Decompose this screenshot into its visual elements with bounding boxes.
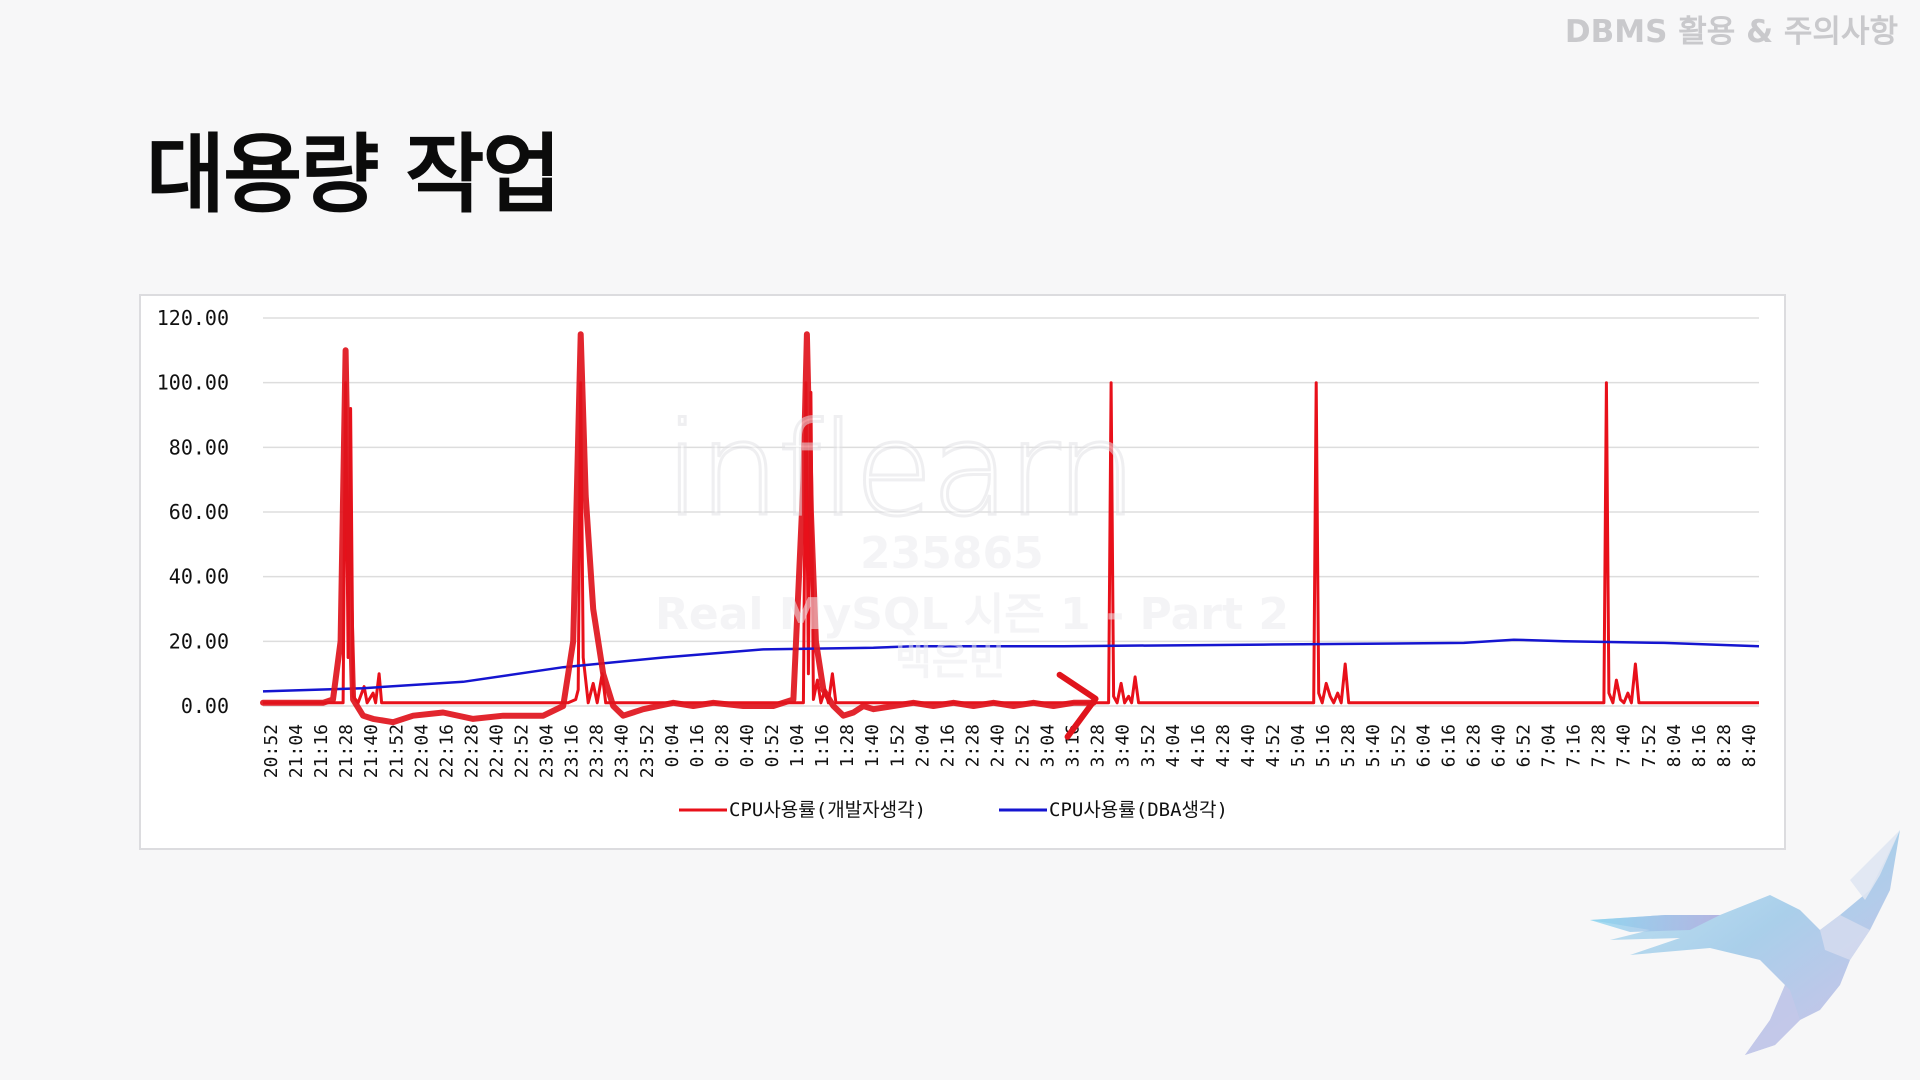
x-tick-label: 4:52 [1263,724,1284,767]
x-tick-label: 7:28 [1589,724,1610,767]
x-tick-label: 7:04 [1539,724,1560,767]
x-tick-label: 3:28 [1088,724,1109,767]
x-tick-label: 4:04 [1163,724,1184,767]
x-tick-label: 23:52 [637,724,658,778]
x-tick-label: 8:28 [1714,724,1735,767]
x-tick-label: 21:40 [361,724,382,778]
x-tick-label: 0:04 [662,724,683,767]
chart-legend: CPU사용률(개발자생각) CPU사용률(DBA생각) [679,799,1228,821]
eagle-icon [1590,830,1900,1055]
x-tick-label: 21:04 [286,724,307,778]
y-axis-ticks: 0.00 20.00 40.00 60.00 80.00 100.00 120.00 [157,306,229,718]
x-tick-label: 1:04 [787,724,808,767]
x-tick-label: 22:40 [486,724,507,778]
x-tick-label: 1:52 [887,724,908,767]
x-tick-label: 4:28 [1213,724,1234,767]
x-tick-label: 2:40 [987,724,1008,767]
y-tick-label: 40.00 [169,565,229,589]
x-tick-label: 22:04 [411,724,432,778]
x-tick-label: 2:16 [937,724,958,767]
x-tick-label: 6:52 [1514,724,1535,767]
chart-frame [139,294,1786,850]
x-tick-label: 1:40 [862,724,883,767]
x-tick-label: 23:28 [587,724,608,778]
x-tick-label: 23:16 [562,724,583,778]
x-tick-label: 22:28 [461,724,482,778]
x-tick-label: 5:28 [1338,724,1359,767]
x-tick-label: 8:04 [1664,724,1685,767]
annotation-arrowhead [1056,671,1099,740]
x-tick-label: 7:52 [1639,724,1660,767]
x-tick-label: 6:40 [1488,724,1509,767]
x-tick-label: 8:40 [1739,724,1760,767]
x-tick-label: 2:04 [912,724,933,767]
y-tick-label: 100.00 [157,371,229,395]
hand-drawn-annotation [260,331,1099,740]
x-tick-label: 6:04 [1413,724,1434,767]
y-tick-label: 120.00 [157,306,229,330]
x-tick-label: 4:16 [1188,724,1209,767]
x-tick-label: 7:40 [1614,724,1635,767]
legend-label: CPU사용률(DBA생각) [1049,799,1228,821]
x-tick-label: 8:16 [1689,724,1710,767]
x-tick-label: 5:04 [1288,724,1309,767]
x-tick-label: 23:40 [612,724,633,778]
x-tick-label: 0:40 [737,724,758,767]
x-tick-label: 3:04 [1038,724,1059,767]
slide-title: 대용량 작업 [146,125,562,225]
x-tick-label: 0:28 [712,724,733,767]
slide-section-tag: DBMS 활용 & 주의사항 [1564,14,1898,50]
x-tick-label: 5:40 [1363,724,1384,767]
x-tick-label: 21:52 [386,724,407,778]
x-tick-label: 0:52 [762,724,783,767]
x-tick-label: 22:16 [436,724,457,778]
y-tick-label: 20.00 [169,629,229,653]
x-tick-label: 1:28 [837,724,858,767]
x-tick-label: 21:16 [311,724,332,778]
x-tick-label: 6:28 [1463,724,1484,767]
chart-gridlines [263,317,1759,707]
x-tick-label: 3:40 [1113,724,1134,767]
x-tick-label: 1:16 [812,724,833,767]
x-tick-label: 0:16 [687,724,708,767]
x-tick-label: 7:16 [1564,724,1585,767]
cpu-usage-line-chart: 0.00 20.00 40.00 60.00 80.00 100.00 120.00 20:… [157,306,1760,821]
y-tick-label: 0.00 [181,694,229,718]
x-tick-label: 5:16 [1313,724,1334,767]
x-tick-label: 2:52 [1013,724,1034,767]
x-tick-label: 23:04 [537,724,558,778]
x-tick-label: 2:28 [962,724,983,767]
x-tick-label: 6:16 [1438,724,1459,767]
x-tick-label: 3:52 [1138,724,1159,767]
x-tick-label: 20:52 [261,724,282,778]
y-tick-label: 80.00 [169,435,229,459]
x-axis-ticks: 20:52 21:04 21:16 21:28 21:40 21:52 22:04 22:16… [261,724,1760,778]
series-line-developer [263,381,1759,705]
x-tick-label: 5:52 [1388,724,1409,767]
annotation-stroke [260,331,1097,726]
legend-label: CPU사용률(개발자생각) [729,799,926,821]
x-tick-label: 22:52 [512,724,533,778]
series-line-dba [262,638,1760,693]
x-tick-label: 4:40 [1238,724,1259,767]
y-tick-label: 60.00 [169,500,229,524]
x-tick-label: 21:28 [336,724,357,778]
chart-series [262,381,1760,705]
